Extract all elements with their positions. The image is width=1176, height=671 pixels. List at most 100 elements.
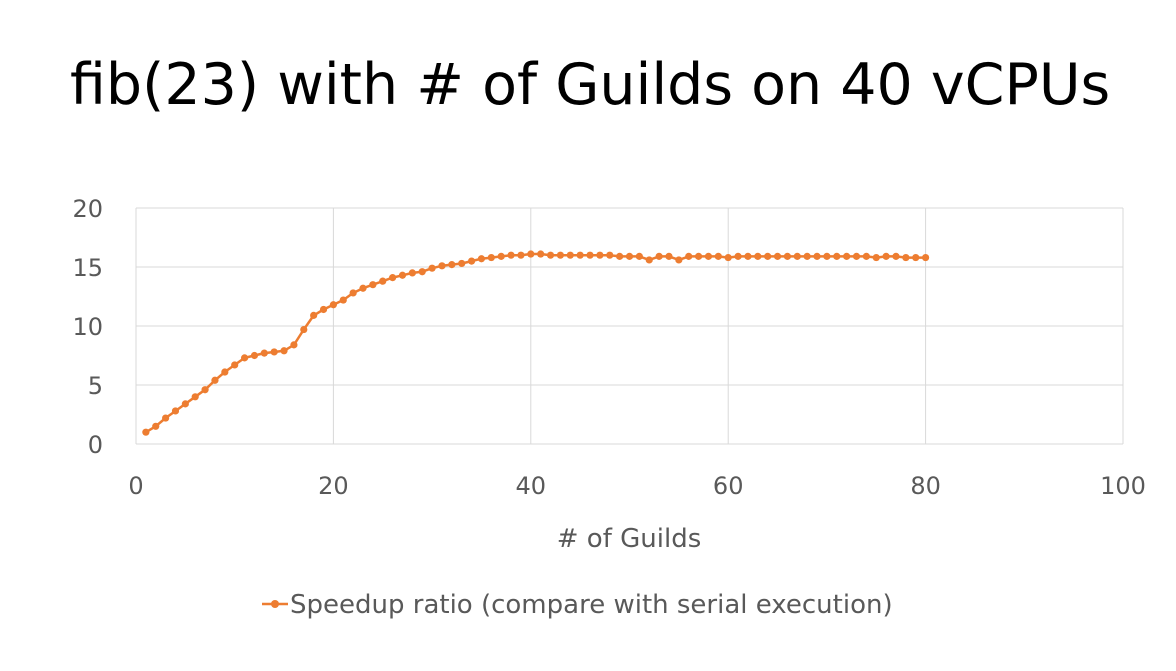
data-point: [300, 325, 308, 334]
series-layer: [142, 250, 930, 436]
data-point: [458, 259, 466, 268]
data-point: [211, 376, 219, 384]
data-point: [398, 271, 407, 279]
data-point: [902, 253, 910, 262]
data-point: [260, 349, 268, 357]
data-point: [191, 393, 199, 401]
slide-title: fib(23) with # of Guilds on 40 vCPUs: [70, 52, 1111, 118]
data-point: [329, 301, 337, 309]
y-tick-label: 0: [88, 431, 103, 459]
data-point: [250, 351, 259, 360]
data-point: [349, 289, 357, 297]
data-point: [171, 407, 180, 415]
data-point: [813, 252, 821, 260]
data-point: [655, 252, 663, 260]
data-point: [231, 361, 239, 369]
data-point: [843, 252, 851, 260]
data-point: [892, 252, 900, 260]
series-line: [145, 252, 926, 434]
y-tick-label: 10: [72, 313, 103, 341]
data-point: [339, 296, 347, 304]
data-point: [803, 252, 811, 260]
data-point: [823, 252, 831, 260]
data-point: [546, 251, 555, 259]
data-point: [142, 428, 150, 436]
y-tick-label: 5: [88, 372, 103, 400]
data-point: [645, 256, 653, 264]
data-point: [389, 274, 397, 282]
data-point: [724, 253, 732, 262]
x-axis-title: # of Guilds: [557, 524, 702, 554]
data-point: [675, 256, 683, 264]
data-point: [467, 257, 476, 265]
data-point: [685, 252, 693, 260]
x-tick-label: 80: [910, 472, 941, 500]
data-point: [369, 281, 377, 289]
data-point: [507, 251, 515, 259]
y-tick-labels: 0 5 10 15 20: [72, 195, 103, 459]
data-point: [773, 252, 782, 260]
x-tick-label: 40: [516, 472, 547, 500]
x-tick-label: 60: [713, 472, 744, 500]
data-point: [625, 252, 634, 260]
data-point: [783, 252, 792, 260]
legend-marker-swatch: [271, 600, 279, 608]
data-point: [872, 253, 880, 262]
data-point: [319, 305, 328, 314]
data-point: [152, 422, 160, 430]
data-point: [527, 250, 535, 258]
y-tick-label: 15: [72, 254, 103, 282]
x-tick-labels: 0 20 40 60 80 100: [128, 472, 1146, 500]
data-point: [290, 341, 298, 349]
data-point: [862, 252, 870, 260]
data-point: [704, 252, 713, 260]
data-point: [438, 262, 446, 270]
data-point: [556, 251, 565, 259]
data-point: [635, 252, 643, 260]
data-point: [310, 311, 318, 319]
data-point: [764, 252, 772, 260]
data-point: [596, 251, 604, 259]
y-tick-label: 20: [72, 195, 103, 223]
data-point: [162, 414, 170, 422]
data-point: [537, 250, 545, 258]
x-tick-label: 0: [128, 472, 143, 500]
data-point: [744, 252, 752, 260]
data-point: [487, 253, 495, 262]
data-point: [418, 268, 426, 276]
data-point: [833, 252, 841, 260]
data-point: [694, 252, 703, 260]
legend-label: Speedup ratio (compare with serial execu…: [290, 590, 893, 620]
data-point: [912, 253, 920, 262]
data-point: [566, 251, 574, 259]
data-point: [714, 252, 722, 260]
legend: Speedup ratio (compare with serial execu…: [262, 590, 893, 620]
data-point: [270, 348, 278, 356]
data-point: [922, 253, 930, 262]
data-point: [586, 251, 594, 259]
data-point: [379, 277, 387, 285]
data-point: [616, 252, 624, 260]
data-point: [280, 347, 288, 355]
x-tick-label: 20: [318, 472, 349, 500]
data-point: [517, 251, 525, 259]
gridlines: [135, 207, 1124, 445]
data-point: [665, 252, 673, 260]
data-point: [359, 284, 367, 292]
data-point: [201, 386, 209, 394]
data-point: [221, 368, 229, 376]
data-point: [793, 252, 801, 260]
data-point: [606, 251, 614, 259]
data-point: [477, 255, 486, 263]
data-point: [734, 252, 742, 260]
data-point: [181, 400, 189, 408]
data-point: [428, 264, 436, 272]
x-tick-label: 100: [1100, 472, 1146, 500]
data-point: [240, 354, 249, 362]
data-point: [576, 251, 584, 259]
data-point: [408, 269, 416, 277]
data-point: [754, 252, 762, 260]
data-point: [882, 252, 890, 260]
data-point: [448, 261, 456, 269]
